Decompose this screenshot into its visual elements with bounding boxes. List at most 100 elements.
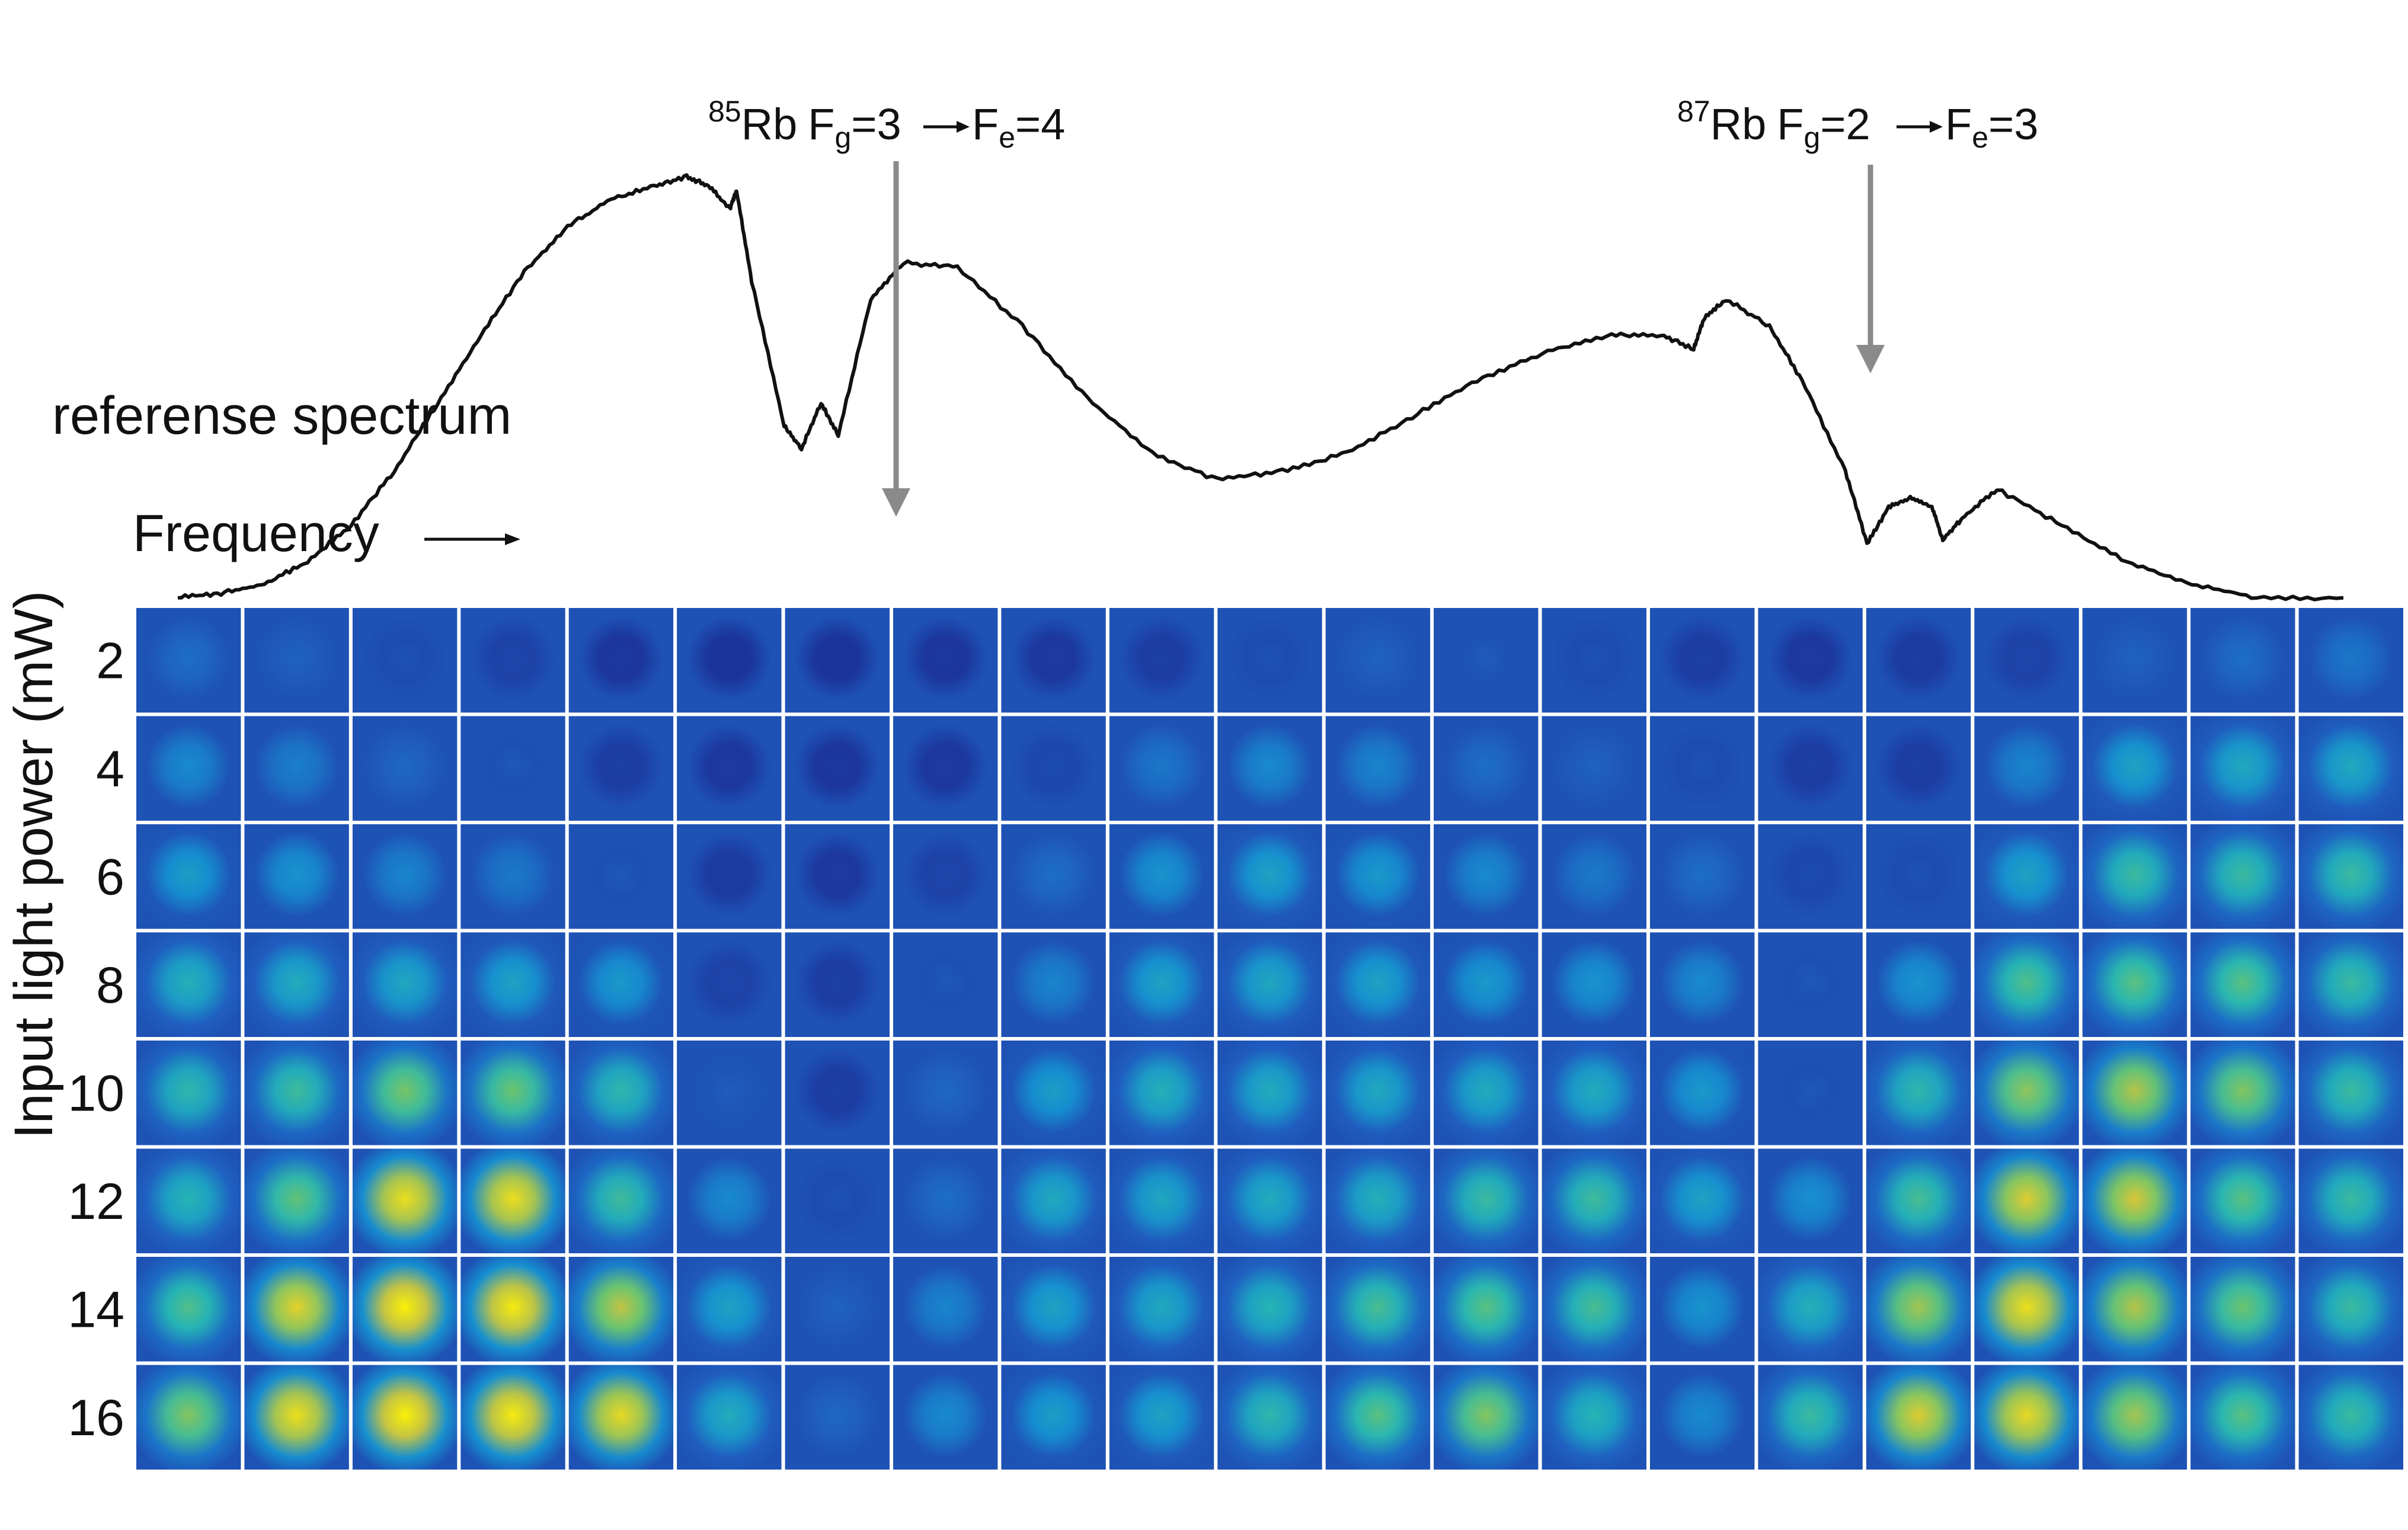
rb85-transition-label: 85Rb Fg=3 [708, 95, 901, 154]
grid-cell [244, 932, 349, 1037]
grid-cell [244, 1041, 349, 1145]
grid-cell [1217, 1148, 1322, 1253]
grid-cell [1001, 1041, 1106, 1145]
grid-cell [1974, 824, 2079, 929]
grid-cell [1650, 1365, 1755, 1470]
row-label: 4 [96, 741, 124, 798]
rb87-fe-sub: e [1972, 121, 1988, 154]
grid-cell [461, 1365, 565, 1470]
grid-cell [2190, 1257, 2295, 1362]
rb87-excited-label: Fe=3 [1945, 100, 2038, 154]
grid-cell [2190, 608, 2295, 713]
grid-cell [2298, 1148, 2403, 1253]
grid-cell [1974, 1148, 2079, 1253]
grid-cell [1109, 932, 1214, 1037]
grid-cell [1325, 716, 1431, 821]
grid-cell [1109, 716, 1214, 821]
grid-cell [136, 1148, 241, 1253]
grid-cell [461, 1148, 565, 1253]
grid-cell [2190, 716, 2295, 821]
grid-cell [1866, 608, 1971, 713]
grid-cell [1974, 1365, 2079, 1470]
grid-cell [568, 1257, 674, 1362]
grid-cell [1001, 608, 1106, 713]
grid-cell [1542, 608, 1646, 713]
grid-cell [244, 824, 349, 929]
grid-cell [1650, 1257, 1755, 1362]
grid-cell [461, 1257, 565, 1362]
rb87-fg-sub: g [1803, 121, 1820, 154]
grid-cell [461, 932, 565, 1037]
grid-cell [568, 824, 674, 929]
grid-cell [1434, 932, 1539, 1037]
rb85-isotope-sup: 85 [708, 95, 741, 128]
grid-cell [2082, 1148, 2188, 1253]
grid-cell [461, 716, 565, 821]
rb87-fg-value: =2 [1820, 100, 1870, 149]
grid-cell [352, 1148, 458, 1253]
grid-cell [1758, 1257, 1863, 1362]
row-label: 2 [96, 632, 124, 689]
grid-cell [136, 716, 241, 821]
grid-cell [1758, 716, 1863, 821]
grid-cell [244, 1257, 349, 1362]
grid-cell [893, 608, 998, 713]
rb87-isotope-sup: 87 [1677, 95, 1710, 128]
grid-cell [1325, 608, 1431, 713]
rb87-transition-arrow [1856, 165, 1885, 373]
grid-cell [2190, 1041, 2295, 1145]
grid-cell [677, 1257, 782, 1362]
grid-cell [1542, 1257, 1646, 1362]
grid-cell [1434, 1365, 1539, 1470]
grid-cell [2082, 608, 2188, 713]
image-grid [134, 606, 2406, 1472]
grid-cell [244, 1365, 349, 1470]
rb87-fe-value: =3 [1988, 100, 2038, 149]
grid-cell [1217, 1365, 1322, 1470]
grid-cell [1434, 608, 1539, 713]
grid-cell [2082, 824, 2188, 929]
row-label: 12 [68, 1173, 124, 1230]
grid-cell [136, 1365, 241, 1470]
grid-cell [352, 716, 458, 821]
grid-cell [2190, 1148, 2295, 1253]
rb85-fg-sub: g [834, 121, 851, 154]
grid-cell [1866, 1041, 1971, 1145]
rb85-fg-value: =3 [851, 100, 901, 149]
grid-cell [1434, 716, 1539, 821]
grid-cell [461, 1041, 565, 1145]
grid-cell [352, 932, 458, 1037]
grid-cell [568, 932, 674, 1037]
grid-cell [1974, 608, 2079, 713]
grid-cell [2190, 1365, 2295, 1470]
grid-cell [2082, 1041, 2188, 1145]
frequency-arrow-icon [424, 533, 520, 545]
grid-cell [2298, 1041, 2403, 1145]
rb85-fe-label: F [972, 100, 999, 149]
rb85-fe-value: =4 [1015, 100, 1065, 149]
grid-cell [677, 716, 782, 821]
grid-cell [677, 608, 782, 713]
grid-cell [1434, 1041, 1539, 1145]
grid-cell [1758, 608, 1863, 713]
grid-cell [1542, 824, 1646, 929]
grid-cell [893, 716, 998, 821]
grid-cell [568, 1365, 674, 1470]
grid-cell [785, 608, 890, 713]
grid-cell [677, 932, 782, 1037]
grid-cell [785, 716, 890, 821]
grid-cell [1217, 932, 1322, 1037]
grid-cell [244, 608, 349, 713]
grid-cell [677, 1365, 782, 1470]
grid-cell [1325, 1365, 1431, 1470]
grid-cell [785, 824, 890, 929]
grid-cell [136, 1041, 241, 1145]
grid-cell [1650, 1148, 1755, 1253]
rb85-element: Rb [741, 100, 798, 149]
rb85-transition-arrow [882, 161, 910, 517]
grid-cell [1217, 1257, 1322, 1362]
grid-cell [1542, 1041, 1646, 1145]
grid-cell [2298, 716, 2403, 821]
grid-cell [1325, 932, 1431, 1037]
grid-cell [1650, 932, 1755, 1037]
